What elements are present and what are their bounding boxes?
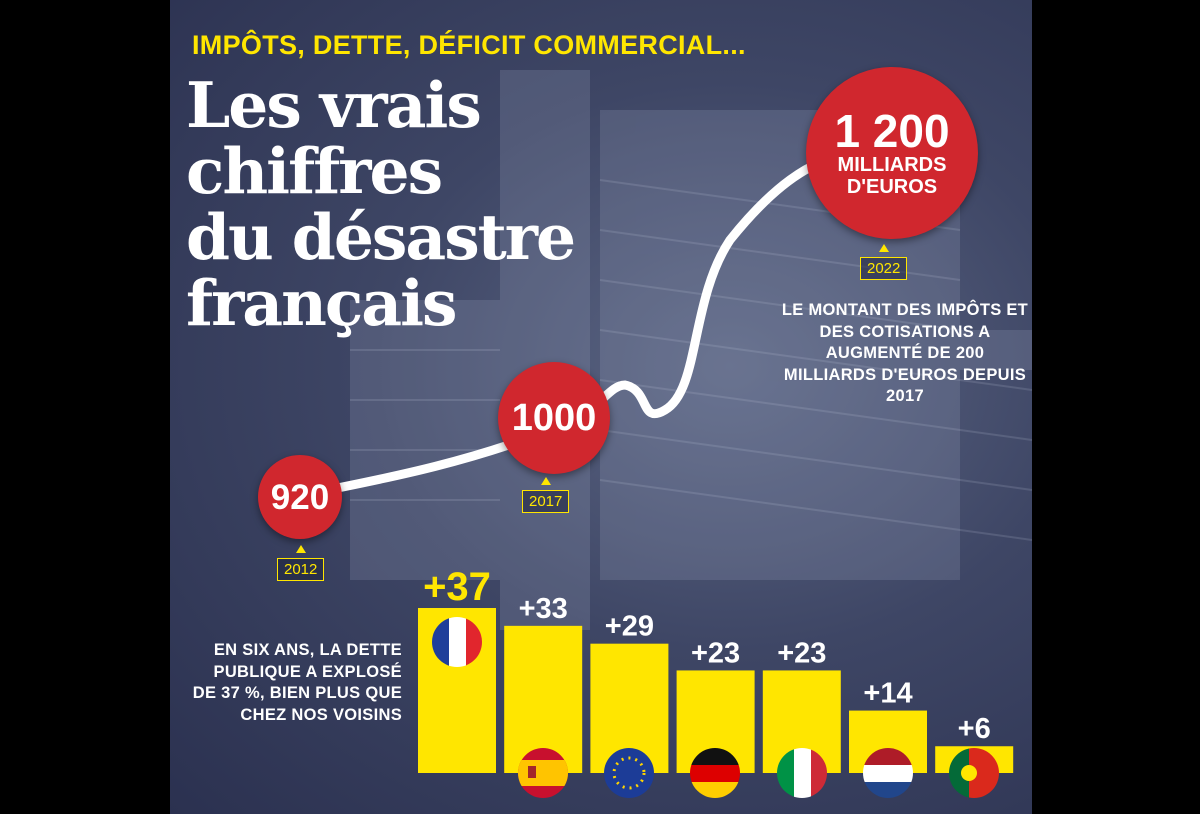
flag-france-icon bbox=[432, 617, 482, 667]
headline-line: du désastre bbox=[186, 200, 576, 274]
year-label: 2017 bbox=[522, 490, 570, 513]
year-label: 2022 bbox=[860, 257, 908, 280]
tax-point-2017: 1000 bbox=[498, 362, 610, 474]
year-marker-2012: 2012 bbox=[277, 545, 325, 581]
headline: Les vrais chiffres du désastre français bbox=[186, 68, 576, 340]
flag-germany-icon bbox=[690, 748, 740, 798]
bar-value-label: +37 bbox=[423, 565, 491, 609]
kicker: IMPÔTS, DETTE, DÉFICIT COMMERCIAL... bbox=[192, 30, 746, 60]
year-label: 2012 bbox=[277, 558, 325, 581]
infographic-panel: IMPÔTS, DETTE, DÉFICIT COMMERCIAL... Les… bbox=[170, 0, 1032, 814]
debt-note: EN SIX ANS, LA DETTE PUBLIQUE A EXPLOSÉ … bbox=[192, 641, 402, 724]
tax-value-label: 1000 bbox=[511, 397, 597, 439]
flag-eu-icon bbox=[604, 748, 654, 798]
tax-value-label: 1 200 bbox=[834, 105, 950, 157]
flag-italy-icon bbox=[777, 748, 827, 798]
tax-curve bbox=[297, 150, 855, 500]
headline-line: Les vrais bbox=[186, 68, 482, 142]
tax-curve-line bbox=[297, 150, 855, 500]
triangle-icon bbox=[878, 244, 889, 252]
year-marker-2022: 2022 bbox=[860, 244, 908, 280]
triangle-icon bbox=[540, 477, 551, 485]
bar-value-label: +23 bbox=[691, 637, 740, 669]
bar-value-label: +14 bbox=[863, 678, 912, 710]
flag-spain-icon bbox=[518, 748, 568, 798]
flag-portugal-icon bbox=[949, 748, 999, 798]
bar-value-label: +23 bbox=[777, 637, 826, 669]
tax-point-2022: 1 200 MILLIARDS D'EUROS bbox=[806, 67, 978, 239]
bar-value-label: +33 bbox=[519, 593, 568, 625]
year-marker-2017: 2017 bbox=[522, 477, 570, 513]
headline-line: chiffres bbox=[186, 134, 443, 208]
headline-line: français bbox=[186, 266, 458, 340]
tax-value-label: 920 bbox=[270, 477, 330, 517]
debt-bar-chart: +37 +33 +29 +23 +23 +14 +6 bbox=[418, 565, 1014, 798]
bar-value-label: +6 bbox=[958, 713, 991, 745]
tax-unit-label: MILLIARDS D'EUROS bbox=[837, 154, 947, 198]
triangle-icon bbox=[295, 545, 306, 553]
tax-note: LE MONTANT DES IMPÔTS ET DES COTISATIONS… bbox=[781, 301, 1029, 405]
flag-netherlands-icon bbox=[863, 748, 913, 798]
tax-point-2012: 920 bbox=[258, 455, 342, 539]
bar-value-label: +29 bbox=[605, 611, 654, 643]
